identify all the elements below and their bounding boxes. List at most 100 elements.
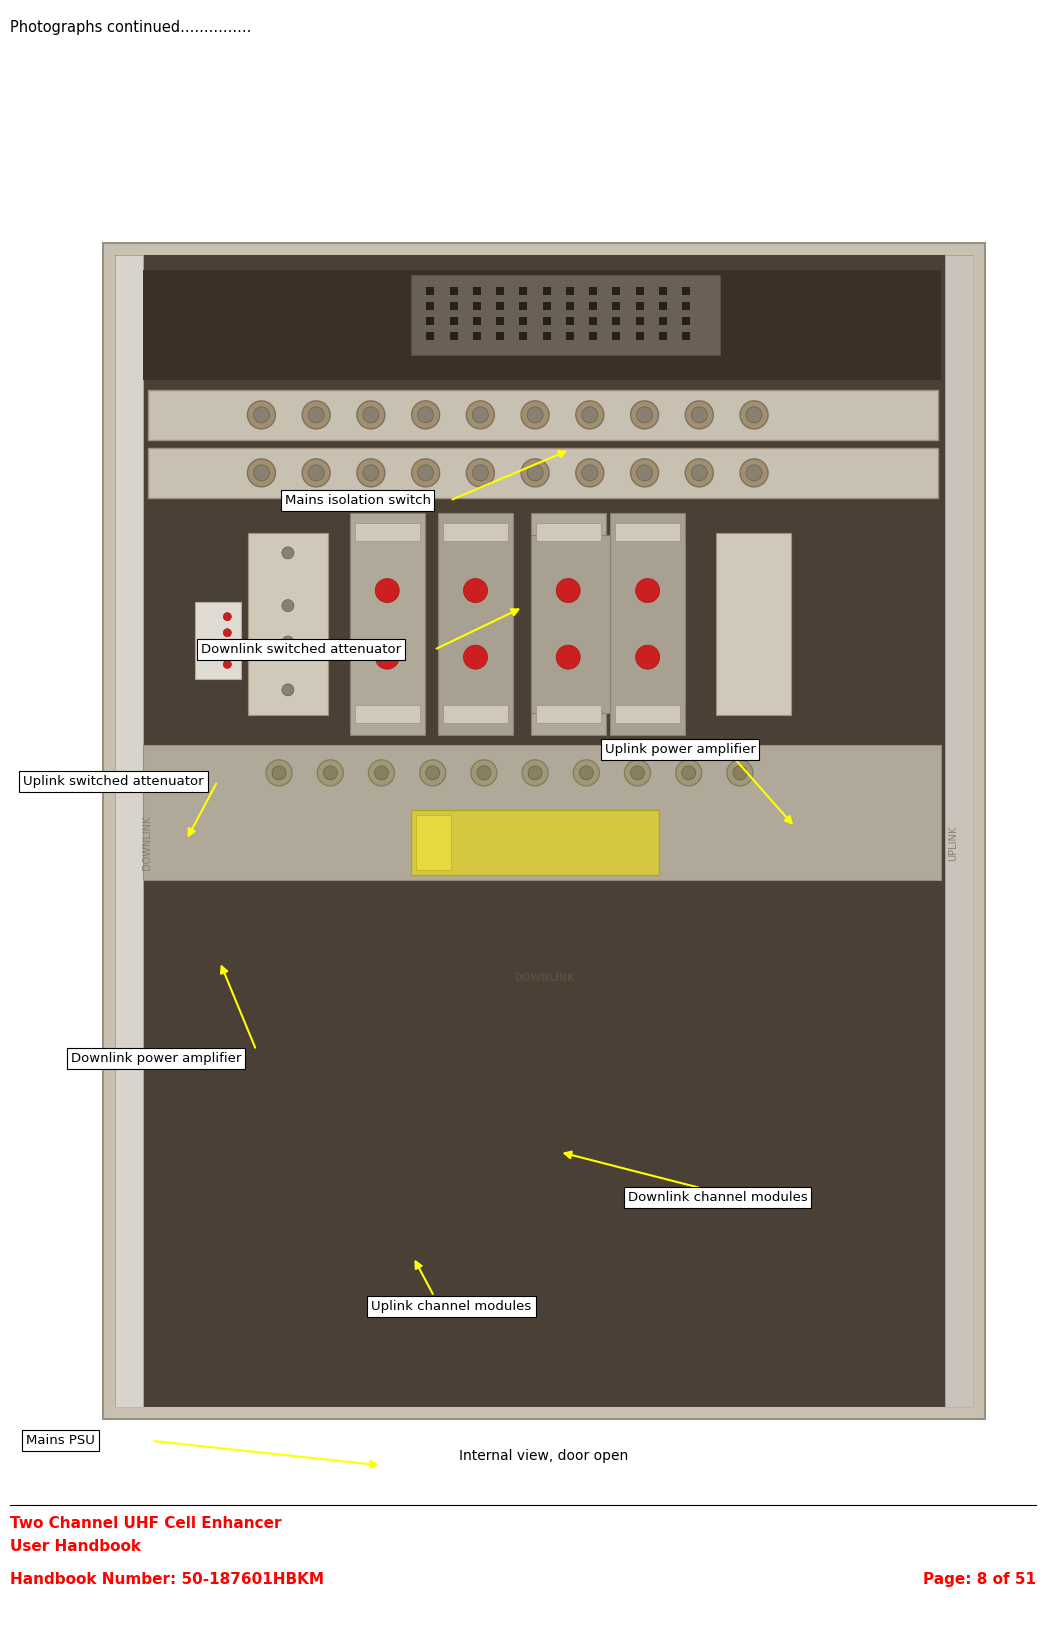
Circle shape — [302, 400, 331, 428]
Bar — [355, 523, 419, 542]
Circle shape — [253, 407, 270, 423]
Circle shape — [573, 760, 599, 786]
Circle shape — [419, 760, 446, 786]
Bar — [349, 514, 425, 735]
Circle shape — [746, 464, 763, 481]
Bar — [142, 745, 941, 880]
Bar — [147, 391, 938, 440]
Circle shape — [376, 579, 400, 602]
Circle shape — [477, 766, 491, 779]
Bar — [520, 287, 527, 295]
Bar — [427, 331, 434, 340]
Circle shape — [682, 766, 696, 779]
Circle shape — [691, 407, 707, 423]
Circle shape — [272, 766, 286, 779]
Circle shape — [522, 760, 548, 786]
Bar — [450, 287, 458, 295]
Bar — [103, 243, 985, 1419]
Bar — [147, 448, 938, 497]
Circle shape — [631, 400, 659, 428]
Circle shape — [463, 579, 487, 602]
Bar — [589, 317, 597, 325]
Circle shape — [224, 660, 231, 668]
Circle shape — [376, 645, 400, 670]
Circle shape — [676, 760, 702, 786]
Circle shape — [374, 766, 388, 779]
Circle shape — [282, 546, 294, 560]
Circle shape — [417, 407, 434, 423]
Circle shape — [309, 407, 324, 423]
Bar — [682, 331, 690, 340]
Circle shape — [556, 645, 581, 670]
Bar — [450, 302, 458, 310]
Text: Photographs continued...............: Photographs continued............... — [10, 20, 252, 34]
Text: DOWNLINK: DOWNLINK — [514, 973, 574, 983]
Circle shape — [357, 400, 385, 428]
Circle shape — [266, 760, 292, 786]
Bar — [659, 287, 667, 295]
Circle shape — [556, 579, 581, 602]
Bar — [589, 331, 597, 340]
Circle shape — [685, 400, 713, 428]
Circle shape — [309, 464, 324, 481]
Bar — [496, 302, 504, 310]
Bar — [416, 816, 452, 870]
Bar — [411, 276, 721, 354]
Circle shape — [631, 766, 644, 779]
Text: UPLINK: UPLINK — [949, 825, 958, 862]
Circle shape — [463, 645, 487, 670]
Circle shape — [248, 400, 275, 428]
Bar — [520, 302, 527, 310]
Bar — [636, 287, 643, 295]
Bar — [610, 514, 685, 735]
Circle shape — [733, 766, 747, 779]
Circle shape — [582, 407, 598, 423]
Circle shape — [636, 645, 660, 670]
Text: Downlink switched attenuator: Downlink switched attenuator — [201, 643, 401, 656]
Bar — [496, 287, 504, 295]
Bar — [473, 317, 481, 325]
Circle shape — [302, 459, 331, 487]
Bar — [114, 254, 142, 1408]
Bar — [196, 602, 242, 679]
Bar — [682, 302, 690, 310]
Bar — [613, 331, 620, 340]
Text: User Handbook: User Handbook — [10, 1539, 141, 1554]
Bar — [411, 811, 659, 875]
Circle shape — [637, 464, 653, 481]
Text: DOWNLINK: DOWNLINK — [141, 816, 152, 870]
Bar — [473, 287, 481, 295]
Circle shape — [691, 464, 707, 481]
Text: Uplink power amplifier: Uplink power amplifier — [605, 743, 755, 757]
Circle shape — [521, 459, 549, 487]
Bar — [543, 302, 551, 310]
Circle shape — [317, 760, 343, 786]
Bar — [566, 302, 574, 310]
Bar — [682, 317, 690, 325]
Text: Mains isolation switch: Mains isolation switch — [285, 494, 431, 507]
Bar — [566, 317, 574, 325]
Bar — [615, 523, 680, 542]
Bar — [566, 287, 574, 295]
Bar — [438, 514, 513, 735]
Bar — [636, 331, 643, 340]
Circle shape — [579, 766, 593, 779]
Text: Mains PSU: Mains PSU — [26, 1434, 95, 1447]
Circle shape — [224, 645, 231, 651]
Bar — [613, 287, 620, 295]
Bar — [717, 533, 791, 715]
Circle shape — [471, 760, 497, 786]
Bar — [530, 535, 610, 712]
Bar — [530, 514, 606, 735]
Circle shape — [527, 407, 543, 423]
Circle shape — [473, 407, 488, 423]
Circle shape — [467, 400, 495, 428]
Circle shape — [368, 760, 394, 786]
Bar — [536, 523, 600, 542]
Bar — [142, 269, 941, 379]
Text: Internal view, door open: Internal view, door open — [459, 1449, 629, 1464]
Circle shape — [467, 459, 495, 487]
Bar — [520, 331, 527, 340]
Bar — [496, 317, 504, 325]
Bar — [536, 706, 600, 724]
